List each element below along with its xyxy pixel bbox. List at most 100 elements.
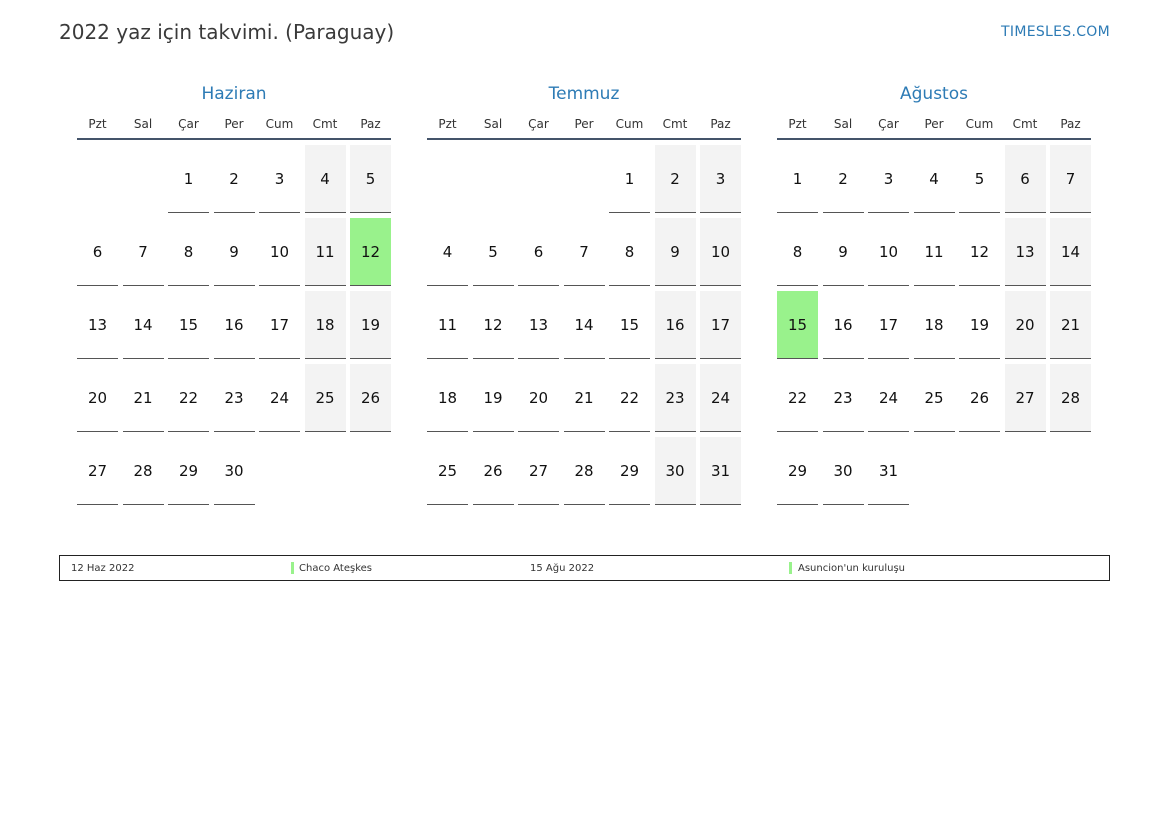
weekday-label: Per xyxy=(224,117,244,131)
day-cell: 16 xyxy=(822,291,864,359)
weekday-label: Cmt xyxy=(662,117,688,131)
empty-day-cell xyxy=(123,145,164,213)
day-cell: 13 xyxy=(77,291,118,359)
empty-day-cell xyxy=(518,145,559,213)
day-cell: 19 xyxy=(959,291,1000,359)
day-cell: 8 xyxy=(777,218,818,286)
day-cell: 8 xyxy=(168,218,209,286)
day-cell: 28 xyxy=(1050,364,1091,432)
day-cell: 20 xyxy=(518,364,559,432)
weekday-header: Pzt Sal Çar Per Cum Cmt Paz xyxy=(77,116,391,140)
day-cell: 6 xyxy=(1004,145,1046,213)
day-cell: 3 xyxy=(868,145,909,213)
day-cell: 22 xyxy=(777,364,818,432)
weekday-header: Pzt Sal Çar Per Cum Cmt Paz xyxy=(427,116,741,140)
day-cell: 25 xyxy=(304,364,346,432)
day-cell: 1 xyxy=(609,145,650,213)
day-cell: 26 xyxy=(959,364,1000,432)
day-cell: 7 xyxy=(122,218,164,286)
day-cell: 22 xyxy=(168,364,209,432)
week-row: 29 30 31 xyxy=(777,437,1091,505)
day-cell: 8 xyxy=(609,218,650,286)
day-cell: 24 xyxy=(868,364,909,432)
day-cell: 31 xyxy=(868,437,909,505)
day-cell: 12 xyxy=(472,291,514,359)
day-cell: 21 xyxy=(1050,291,1091,359)
day-cell: 25 xyxy=(913,364,955,432)
day-cell: 31 xyxy=(700,437,741,505)
day-cell: 17 xyxy=(700,291,741,359)
week-row: 15 16 17 18 19 20 21 xyxy=(777,291,1091,359)
weekday-label: Sal xyxy=(483,117,503,131)
day-cell: 15 xyxy=(609,291,650,359)
day-cell: 19 xyxy=(350,291,391,359)
day-cell: 23 xyxy=(213,364,255,432)
empty-day-cell xyxy=(473,145,514,213)
empty-day-cell xyxy=(914,437,955,505)
day-cell: 20 xyxy=(1004,291,1046,359)
day-cell: 23 xyxy=(822,364,864,432)
legend-date: 12 Haz 2022 xyxy=(71,563,135,574)
week-row: 6 7 8 9 10 11 12 xyxy=(77,218,391,286)
month-grid: 1 2 3 4 5 6 7 8 9 10 11 12 13 14 15 16 17 18 19 20 21 22 23 24 2… xyxy=(77,145,391,505)
month-name: Haziran xyxy=(201,84,267,104)
day-cell: 18 xyxy=(304,291,346,359)
day-cell: 30 xyxy=(654,437,696,505)
day-cell: 13 xyxy=(1004,218,1046,286)
brand-link[interactable]: TIMESLES.COM xyxy=(1001,24,1110,40)
weekday-label: Cmt xyxy=(1012,117,1038,131)
holiday-legend: 12 Haz 2022 Chaco Ateşkes 15 Ağu 2022 As… xyxy=(59,555,1110,581)
week-row: 27 28 29 30 xyxy=(77,437,391,505)
day-cell: 9 xyxy=(822,218,864,286)
day-cell: 7 xyxy=(1050,145,1091,213)
day-cell: 22 xyxy=(609,364,650,432)
empty-day-cell xyxy=(1050,437,1091,505)
weekday-label: Paz xyxy=(360,117,381,131)
week-row: 18 19 20 21 22 23 24 xyxy=(427,364,741,432)
empty-day-cell xyxy=(305,437,346,505)
day-cell: 1 xyxy=(168,145,209,213)
month-grid: 1 2 3 4 5 6 7 8 9 10 11 12 13 14 15 16 17 18 19 20 21 22 23 24 2… xyxy=(777,145,1091,505)
day-cell: 30 xyxy=(213,437,255,505)
day-cell: 11 xyxy=(304,218,346,286)
empty-day-cell xyxy=(427,145,468,213)
day-cell: 7 xyxy=(563,218,605,286)
day-cell: 17 xyxy=(868,291,909,359)
day-cell: 14 xyxy=(563,291,605,359)
month-july: Temmuz Pzt Sal Çar Per Cum Cmt Paz 1 2 3 4 5 6 7 8 9 10… xyxy=(427,84,741,510)
day-cell: 18 xyxy=(427,364,468,432)
weekday-label: Çar xyxy=(528,117,549,131)
day-cell: 6 xyxy=(518,218,559,286)
day-cell: 24 xyxy=(259,364,300,432)
day-cell: 19 xyxy=(472,364,514,432)
day-cell: 3 xyxy=(700,145,741,213)
month-grid: 1 2 3 4 5 6 7 8 9 10 11 12 13 14 15 16 17 18 19 20 21 22 23 24 2… xyxy=(427,145,741,505)
day-cell: 4 xyxy=(427,218,468,286)
day-cell: 26 xyxy=(472,437,514,505)
day-cell: 16 xyxy=(213,291,255,359)
empty-day-cell xyxy=(259,437,300,505)
day-cell: 27 xyxy=(518,437,559,505)
day-cell: 5 xyxy=(472,218,514,286)
day-cell: 15 xyxy=(168,291,209,359)
day-cell: 11 xyxy=(913,218,955,286)
day-cell: 18 xyxy=(913,291,955,359)
weekday-label: Çar xyxy=(178,117,199,131)
day-cell: 4 xyxy=(913,145,955,213)
day-cell: 28 xyxy=(563,437,605,505)
day-cell: 5 xyxy=(350,145,391,213)
legend-color-swatch xyxy=(789,562,792,574)
day-cell: 1 xyxy=(777,145,818,213)
day-cell: 2 xyxy=(654,145,696,213)
day-cell: 25 xyxy=(427,437,468,505)
day-cell: 23 xyxy=(654,364,696,432)
week-row: 8 9 10 11 12 13 14 xyxy=(777,218,1091,286)
day-cell: 11 xyxy=(427,291,468,359)
day-cell: 29 xyxy=(609,437,650,505)
week-row: 22 23 24 25 26 27 28 xyxy=(777,364,1091,432)
holiday-day-cell: 15 xyxy=(777,291,818,359)
weekday-label: Pzt xyxy=(88,117,107,131)
day-cell: 24 xyxy=(700,364,741,432)
